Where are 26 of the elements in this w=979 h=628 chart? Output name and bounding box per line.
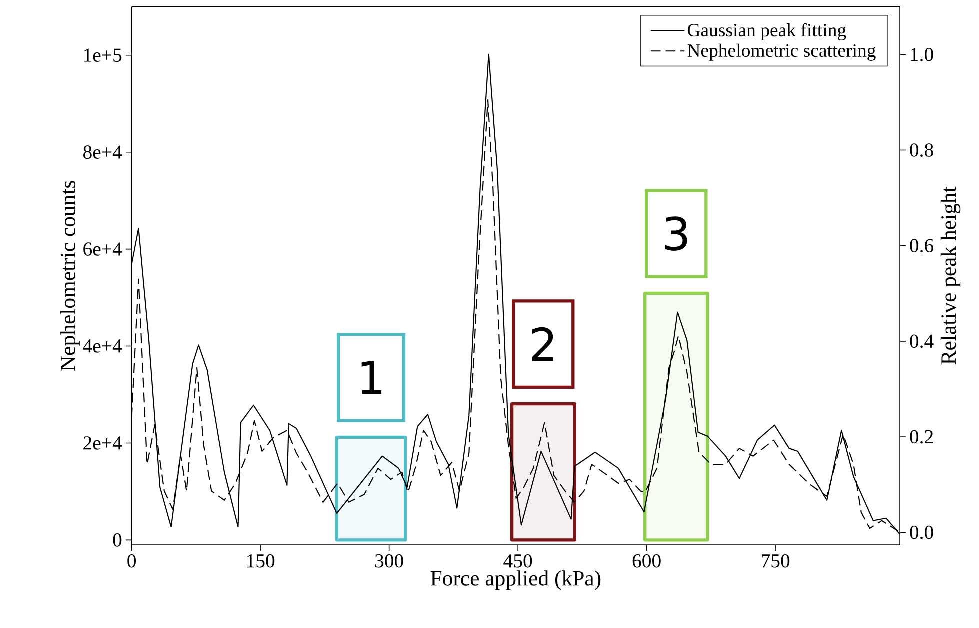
band-label: 1 [362, 361, 382, 394]
y2-axis-title: Relative peak height [940, 186, 961, 365]
y2-tick-label: 0.6 [910, 239, 934, 253]
legend-label: Gaussian peak fitting [688, 23, 846, 41]
legend-label: Nephelometric scattering [688, 44, 876, 61]
y-tick-label: 2e+4 [84, 436, 122, 450]
y2-tick-label: 1.0 [911, 48, 934, 62]
x-tick-label: 0 [128, 554, 136, 568]
y-tick-label: 6e+4 [84, 242, 122, 256]
x-tick-label: 600 [632, 554, 661, 568]
y2-tick-label: 0.8 [910, 144, 934, 157]
band-label: 3 [665, 216, 688, 251]
y2-tick-label: 0.0 [910, 526, 934, 540]
y-tick-label: 1e+5 [84, 48, 122, 62]
y2-tick-label: 0.2 [910, 430, 934, 444]
x-tick-label: 450 [504, 554, 532, 568]
y-axis-title: Nephelometric counts [60, 181, 80, 371]
x-tick-label: 150 [247, 554, 275, 568]
band-label: 2 [532, 327, 554, 362]
x-axis-title: Force applied (kPa) [430, 570, 601, 590]
y-tick-label: 0 [113, 534, 122, 547]
x-tick-label: 750 [762, 554, 790, 568]
y2-tick-label: 0.4 [910, 334, 934, 348]
x-tick-label: 300 [375, 554, 404, 568]
y-tick-label: 8e+4 [84, 146, 122, 160]
y-tick-label: 4e+4 [83, 340, 122, 353]
